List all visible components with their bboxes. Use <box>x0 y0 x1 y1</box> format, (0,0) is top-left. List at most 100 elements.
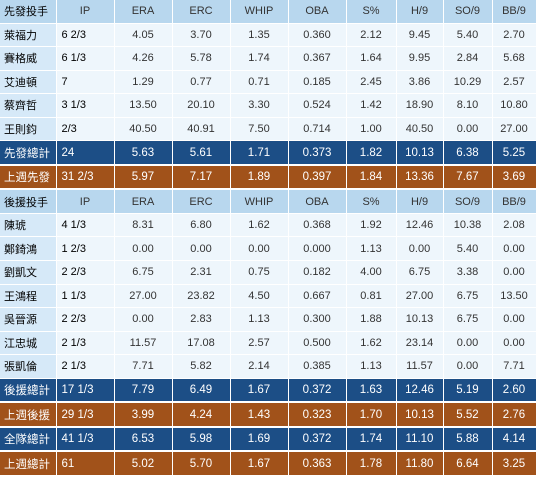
summary-label: 先發總計 <box>0 140 57 166</box>
stat-cell: 40.91 <box>172 117 231 142</box>
stat-cell: 1.13 <box>346 354 397 379</box>
stat-cell: 2.12 <box>346 23 397 48</box>
stat-cell: 24 <box>56 140 115 166</box>
stat-cell: 13.50 <box>492 284 536 309</box>
stat-cell: 1.43 <box>230 402 289 428</box>
stat-cell: 12.46 <box>396 213 444 238</box>
stat-cell: 6.49 <box>172 378 231 404</box>
summary-row: 全隊總計 41 1/3 6.53 5.98 1.69 0.372 1.74 11.10 5.88… <box>0 426 536 453</box>
stat-cell: 1.82 <box>346 140 397 166</box>
stat-cell: 1.78 <box>346 451 397 477</box>
table-row: 蔡齊哲 3 1/3 13.50 20.10 3.30 0.524 1.42 18.90 8.10… <box>0 93 536 118</box>
summary-label: 全隊總計 <box>0 426 57 453</box>
stat-cell: 0.500 <box>288 331 347 356</box>
stat-cell: 10.13 <box>396 307 444 332</box>
stat-cell: 3.38 <box>443 260 493 285</box>
column-header: BB/9 <box>492 189 536 214</box>
stat-cell: 7.17 <box>172 164 231 191</box>
stat-cell: 31 2/3 <box>56 164 115 191</box>
table-row: 王鴻程 1 1/3 27.00 23.82 4.50 0.667 0.81 27.00 6.75… <box>0 284 536 309</box>
pitcher-name: 王鴻程 <box>0 284 57 309</box>
summary-row: 上週後援 29 1/3 3.99 4.24 1.43 0.323 1.70 10.13 5.52… <box>0 402 536 428</box>
pitcher-name: 王則鈞 <box>0 117 57 142</box>
stat-cell: 0.385 <box>288 354 347 379</box>
table-row: 賽格威 6 1/3 4.26 5.78 1.74 0.367 1.64 9.95 2.84 5.6… <box>0 46 536 71</box>
stat-cell: 8.10 <box>443 93 493 118</box>
stat-cell: 6.38 <box>443 140 493 166</box>
stat-cell: 11.57 <box>114 331 173 356</box>
stat-cell: 0.667 <box>288 284 347 309</box>
column-header: WHIP <box>230 0 289 24</box>
stat-cell: 0.75 <box>230 260 289 285</box>
stat-cell: 2.14 <box>230 354 289 379</box>
stat-cell: 18.90 <box>396 93 444 118</box>
table-row: 劉凱文 2 2/3 6.75 2.31 0.75 0.182 4.00 6.75 3.38 0.0… <box>0 260 536 285</box>
stat-cell: 11.57 <box>396 354 444 379</box>
column-header: SO/9 <box>443 0 493 24</box>
column-header: H/9 <box>396 0 444 24</box>
stat-cell: 2.83 <box>172 307 231 332</box>
stat-cell: 9.45 <box>396 23 444 48</box>
stat-cell: 2.31 <box>172 260 231 285</box>
column-header: ERA <box>114 0 173 24</box>
stat-cell: 1.74 <box>346 426 397 453</box>
stat-cell: 1.67 <box>230 451 289 477</box>
stat-cell: 0.373 <box>288 140 347 166</box>
stat-cell: 1.71 <box>230 140 289 166</box>
stat-cell: 4.14 <box>492 426 536 453</box>
stat-cell: 0.00 <box>443 331 493 356</box>
stat-cell: 7.79 <box>114 378 173 404</box>
stat-cell: 6.75 <box>443 307 493 332</box>
stat-cell: 13.36 <box>396 164 444 191</box>
stat-cell: 5.52 <box>443 402 493 428</box>
relievers-section-title: 後援投手 <box>0 189 57 214</box>
stat-cell: 5.61 <box>172 140 231 166</box>
stat-cell: 10.13 <box>396 140 444 166</box>
stat-cell: 0.367 <box>288 46 347 71</box>
stat-cell: 1.13 <box>230 307 289 332</box>
stat-cell: 0.00 <box>492 307 536 332</box>
table-row: 王則鈞 2/3 40.50 40.91 7.50 0.714 1.00 40.50 0.00 27… <box>0 117 536 142</box>
stat-cell: 0.71 <box>230 70 289 95</box>
stat-cell: 6.53 <box>114 426 173 453</box>
pitcher-name: 陳琥 <box>0 213 57 238</box>
column-header: WHIP <box>230 189 289 214</box>
stat-cell: 7.67 <box>443 164 493 191</box>
stat-cell: 12.46 <box>396 378 444 404</box>
stat-cell: 0.00 <box>230 236 289 262</box>
stat-cell: 4.50 <box>230 284 289 309</box>
starters-header-row: 先發投手 IP ERA ERC WHIP OBA S% H/9 SO/9 BB/9 <box>0 0 536 24</box>
stat-cell: 0.81 <box>346 284 397 309</box>
stat-cell: 9.95 <box>396 46 444 71</box>
pitcher-name: 江忠城 <box>0 331 57 356</box>
summary-label: 上週後援 <box>0 402 57 428</box>
stat-cell: 27.00 <box>492 117 536 142</box>
stat-cell: 6.64 <box>443 451 493 477</box>
pitcher-name: 劉凱文 <box>0 260 57 285</box>
table-row: 陳琥 4 1/3 8.31 6.80 1.62 0.368 1.92 12.46 10.38 2.… <box>0 213 536 238</box>
stat-cell: 1.84 <box>346 164 397 191</box>
stat-cell: 4.24 <box>172 402 231 428</box>
stat-cell: 5.25 <box>492 140 536 166</box>
stat-cell: 1.13 <box>346 236 397 262</box>
stat-cell: 0.368 <box>288 213 347 238</box>
stat-cell: 1.62 <box>346 331 397 356</box>
stat-cell: 2.57 <box>492 70 536 95</box>
stat-cell: 0.00 <box>492 331 536 356</box>
stat-cell: 7.50 <box>230 117 289 142</box>
stat-cell: 4 1/3 <box>56 213 115 238</box>
stat-cell: 1.70 <box>346 402 397 428</box>
stat-cell: 0.00 <box>492 260 536 285</box>
pitcher-name: 吳晉源 <box>0 307 57 332</box>
stat-cell: 4.05 <box>114 23 173 48</box>
stat-cell: 0.714 <box>288 117 347 142</box>
column-header: ERC <box>172 0 231 24</box>
stat-cell: 2 2/3 <box>56 307 115 332</box>
stat-cell: 2 2/3 <box>56 260 115 285</box>
stat-cell: 4.26 <box>114 46 173 71</box>
stat-cell: 1.88 <box>346 307 397 332</box>
stat-cell: 1 2/3 <box>56 236 115 262</box>
column-header: SO/9 <box>443 189 493 214</box>
